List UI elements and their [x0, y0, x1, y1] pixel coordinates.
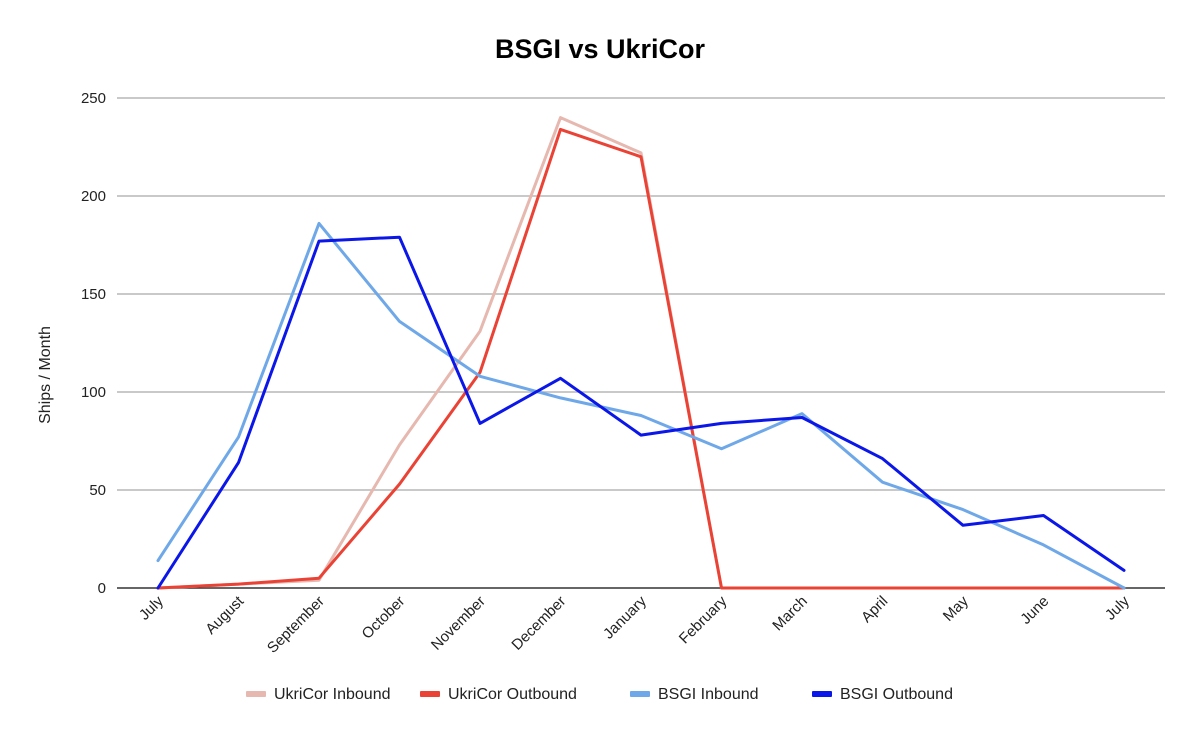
y-axis-label: Ships / Month: [37, 326, 54, 424]
y-tick-label: 250: [81, 90, 106, 107]
legend-item: UkriCor Inbound: [246, 686, 391, 703]
legend-label: BSGI Outbound: [840, 686, 953, 703]
legend-item: BSGI Outbound: [812, 686, 953, 703]
chart-title: BSGI vs UkriCor: [495, 34, 706, 64]
legend-swatch: [246, 691, 266, 697]
legend: UkriCor Inbound UkriCor Outbound BSGI Inbo…: [246, 686, 953, 703]
y-tick-label: 0: [98, 580, 106, 597]
legend-swatch: [420, 691, 440, 697]
series-line-bsgi-outbound: [156, 235, 1126, 590]
y-tick-label: 100: [81, 384, 106, 401]
x-tick-label: January: [600, 592, 650, 642]
legend-label: UkriCor Inbound: [274, 686, 391, 703]
x-tick-label: December: [508, 593, 569, 654]
x-tick-label: September: [264, 593, 328, 657]
x-axis-ticks: July August September October November Decemb…: [136, 592, 1133, 656]
legend-swatch: [630, 691, 650, 697]
y-tick-label: 200: [81, 188, 106, 205]
series-line-bsgi-inbound: [156, 221, 1126, 590]
x-tick-label: May: [940, 592, 972, 624]
y-tick-label: 150: [81, 286, 106, 303]
series-line-ukricor-outbound: [156, 127, 1126, 590]
x-tick-label: November: [428, 593, 489, 654]
y-axis-ticks: 0 50 100 150 200 250: [81, 90, 106, 597]
x-tick-label: June: [1017, 593, 1052, 628]
y-tick-label: 50: [89, 482, 106, 499]
x-tick-label: July: [1102, 592, 1133, 623]
legend-swatch: [812, 691, 832, 697]
x-tick-label: August: [202, 592, 248, 638]
series-lines: [156, 116, 1126, 590]
legend-label: UkriCor Outbound: [448, 686, 577, 703]
x-tick-label: March: [769, 593, 810, 634]
x-tick-label: February: [676, 592, 731, 647]
x-tick-label: July: [136, 592, 167, 623]
legend-item: BSGI Inbound: [630, 686, 759, 703]
legend-label: BSGI Inbound: [658, 686, 759, 703]
legend-item: UkriCor Outbound: [420, 686, 577, 703]
x-tick-label: April: [858, 593, 891, 626]
x-tick-label: October: [359, 593, 409, 643]
